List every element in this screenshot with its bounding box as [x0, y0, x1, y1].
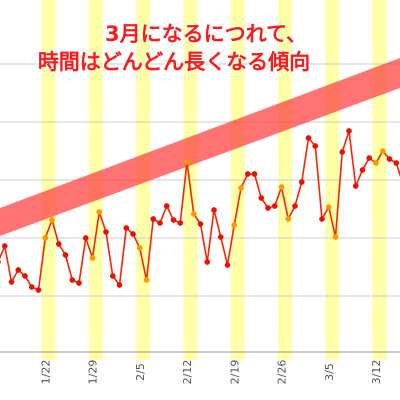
data-point-weekend — [136, 245, 143, 251]
data-point — [217, 234, 224, 240]
data-point — [386, 156, 393, 162]
data-point — [62, 252, 69, 258]
data-point — [28, 284, 35, 290]
x-tick-label: 1/29 — [87, 360, 100, 385]
data-point — [258, 195, 265, 201]
data-point — [265, 205, 271, 211]
data-point — [366, 155, 373, 161]
data-point — [109, 273, 116, 279]
data-point — [298, 179, 305, 185]
data-point — [8, 279, 15, 285]
data-point-weekend — [184, 159, 190, 165]
x-tick-labels: 1/22 1/29 2/5 2/12 2/19 2/26 3/5 3/12 — [39, 360, 383, 385]
data-point — [157, 220, 163, 226]
data-point-weekend — [89, 255, 96, 261]
x-tick-label: 2/5 — [134, 363, 147, 381]
x-tick-label: 3/5 — [323, 363, 336, 381]
data-point — [69, 277, 76, 283]
data-point — [130, 231, 136, 237]
data-point — [312, 143, 319, 149]
data-point — [123, 225, 130, 231]
data-point — [0, 259, 1, 265]
data-point-weekend — [332, 234, 339, 240]
data-point — [35, 287, 42, 293]
data-point — [170, 217, 177, 223]
data-point — [82, 235, 89, 241]
x-tick-label: 2/26 — [276, 360, 289, 385]
data-point — [22, 273, 28, 279]
data-point — [251, 171, 258, 177]
gridlines — [0, 63, 400, 353]
data-point-weekend — [42, 235, 49, 241]
annotation-line-2: 時間はどんどん長くなる傾向 — [37, 50, 311, 74]
data-point — [116, 282, 123, 288]
data-point — [204, 259, 211, 265]
data-point — [339, 149, 346, 155]
data-point — [244, 171, 251, 177]
x-tick-label: 2/19 — [228, 360, 241, 385]
data-point-weekend — [379, 148, 386, 154]
data-point-weekend — [285, 216, 292, 222]
data-point-weekend — [231, 222, 238, 228]
data-point — [352, 183, 359, 189]
data-point-weekend — [278, 184, 285, 190]
data-point — [15, 267, 22, 273]
data-point — [177, 220, 184, 226]
data-point-weekend — [373, 160, 379, 166]
trend-band — [0, 58, 400, 236]
data-point — [163, 203, 170, 209]
data-points — [0, 128, 400, 293]
data-point-weekend — [238, 185, 244, 191]
data-point — [224, 262, 231, 268]
data-point — [393, 160, 400, 166]
data-point-weekend — [49, 217, 55, 223]
data-point — [211, 207, 217, 213]
data-point — [271, 203, 278, 209]
data-point — [55, 241, 62, 247]
annotation-line-1: 3月になるにつれて、 — [105, 22, 307, 46]
data-point — [103, 229, 109, 235]
x-tick-label: 2/12 — [181, 360, 194, 385]
data-point-weekend — [325, 204, 332, 210]
data-point-weekend — [96, 209, 103, 215]
data-point — [197, 221, 204, 227]
x-tick-label: 1/22 — [39, 360, 52, 385]
data-point — [305, 135, 312, 141]
data-point — [346, 128, 352, 134]
data-point-weekend — [143, 277, 150, 283]
data-point — [1, 243, 8, 249]
data-point-weekend — [190, 211, 197, 217]
x-tick-label: 3/12 — [370, 360, 383, 385]
data-point — [359, 167, 366, 173]
data-point — [292, 203, 298, 209]
data-point — [150, 216, 157, 222]
data-point — [76, 280, 82, 286]
data-point — [319, 216, 325, 222]
